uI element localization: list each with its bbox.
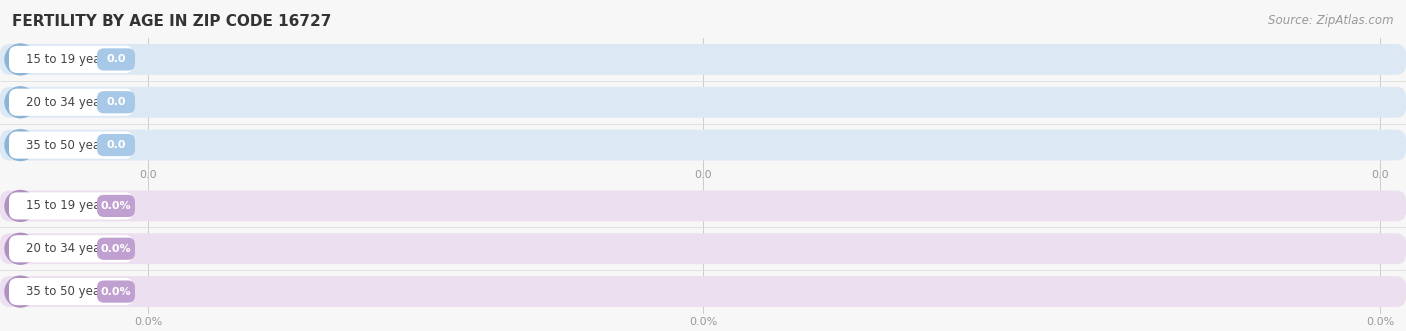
Text: 0.0%: 0.0% bbox=[1365, 317, 1395, 327]
Text: 0.0: 0.0 bbox=[695, 170, 711, 180]
Text: 15 to 19 years: 15 to 19 years bbox=[25, 53, 111, 66]
Text: 0.0%: 0.0% bbox=[134, 317, 162, 327]
FancyBboxPatch shape bbox=[97, 48, 135, 71]
Text: 0.0: 0.0 bbox=[1371, 170, 1389, 180]
Circle shape bbox=[6, 44, 35, 75]
FancyBboxPatch shape bbox=[97, 195, 135, 217]
Circle shape bbox=[6, 191, 35, 221]
FancyBboxPatch shape bbox=[0, 276, 1406, 307]
Text: Source: ZipAtlas.com: Source: ZipAtlas.com bbox=[1268, 14, 1393, 27]
Text: 0.0%: 0.0% bbox=[101, 287, 131, 297]
Text: 0.0: 0.0 bbox=[139, 170, 157, 180]
Circle shape bbox=[6, 87, 35, 118]
Text: 0.0: 0.0 bbox=[107, 54, 125, 65]
Text: 0.0%: 0.0% bbox=[101, 244, 131, 254]
FancyBboxPatch shape bbox=[8, 89, 134, 116]
Text: 20 to 34 years: 20 to 34 years bbox=[25, 96, 111, 109]
Text: 20 to 34 years: 20 to 34 years bbox=[25, 242, 111, 255]
FancyBboxPatch shape bbox=[97, 280, 135, 303]
Text: 0.0%: 0.0% bbox=[101, 201, 131, 211]
FancyBboxPatch shape bbox=[8, 131, 134, 159]
FancyBboxPatch shape bbox=[0, 44, 1406, 75]
Text: 35 to 50 years: 35 to 50 years bbox=[25, 285, 111, 298]
FancyBboxPatch shape bbox=[8, 235, 134, 262]
FancyBboxPatch shape bbox=[0, 130, 1406, 161]
FancyBboxPatch shape bbox=[0, 87, 1406, 118]
FancyBboxPatch shape bbox=[97, 91, 135, 113]
FancyBboxPatch shape bbox=[0, 233, 1406, 264]
Circle shape bbox=[6, 233, 35, 264]
Text: 15 to 19 years: 15 to 19 years bbox=[25, 199, 111, 213]
FancyBboxPatch shape bbox=[8, 192, 134, 219]
Text: FERTILITY BY AGE IN ZIP CODE 16727: FERTILITY BY AGE IN ZIP CODE 16727 bbox=[13, 14, 332, 29]
Text: 0.0: 0.0 bbox=[107, 140, 125, 150]
FancyBboxPatch shape bbox=[8, 46, 134, 73]
FancyBboxPatch shape bbox=[97, 134, 135, 156]
FancyBboxPatch shape bbox=[8, 278, 134, 305]
Text: 0.0: 0.0 bbox=[107, 97, 125, 107]
Circle shape bbox=[6, 130, 35, 161]
Text: 0.0%: 0.0% bbox=[689, 317, 717, 327]
FancyBboxPatch shape bbox=[97, 238, 135, 260]
Circle shape bbox=[6, 276, 35, 307]
FancyBboxPatch shape bbox=[0, 191, 1406, 221]
Text: 35 to 50 years: 35 to 50 years bbox=[25, 139, 111, 152]
